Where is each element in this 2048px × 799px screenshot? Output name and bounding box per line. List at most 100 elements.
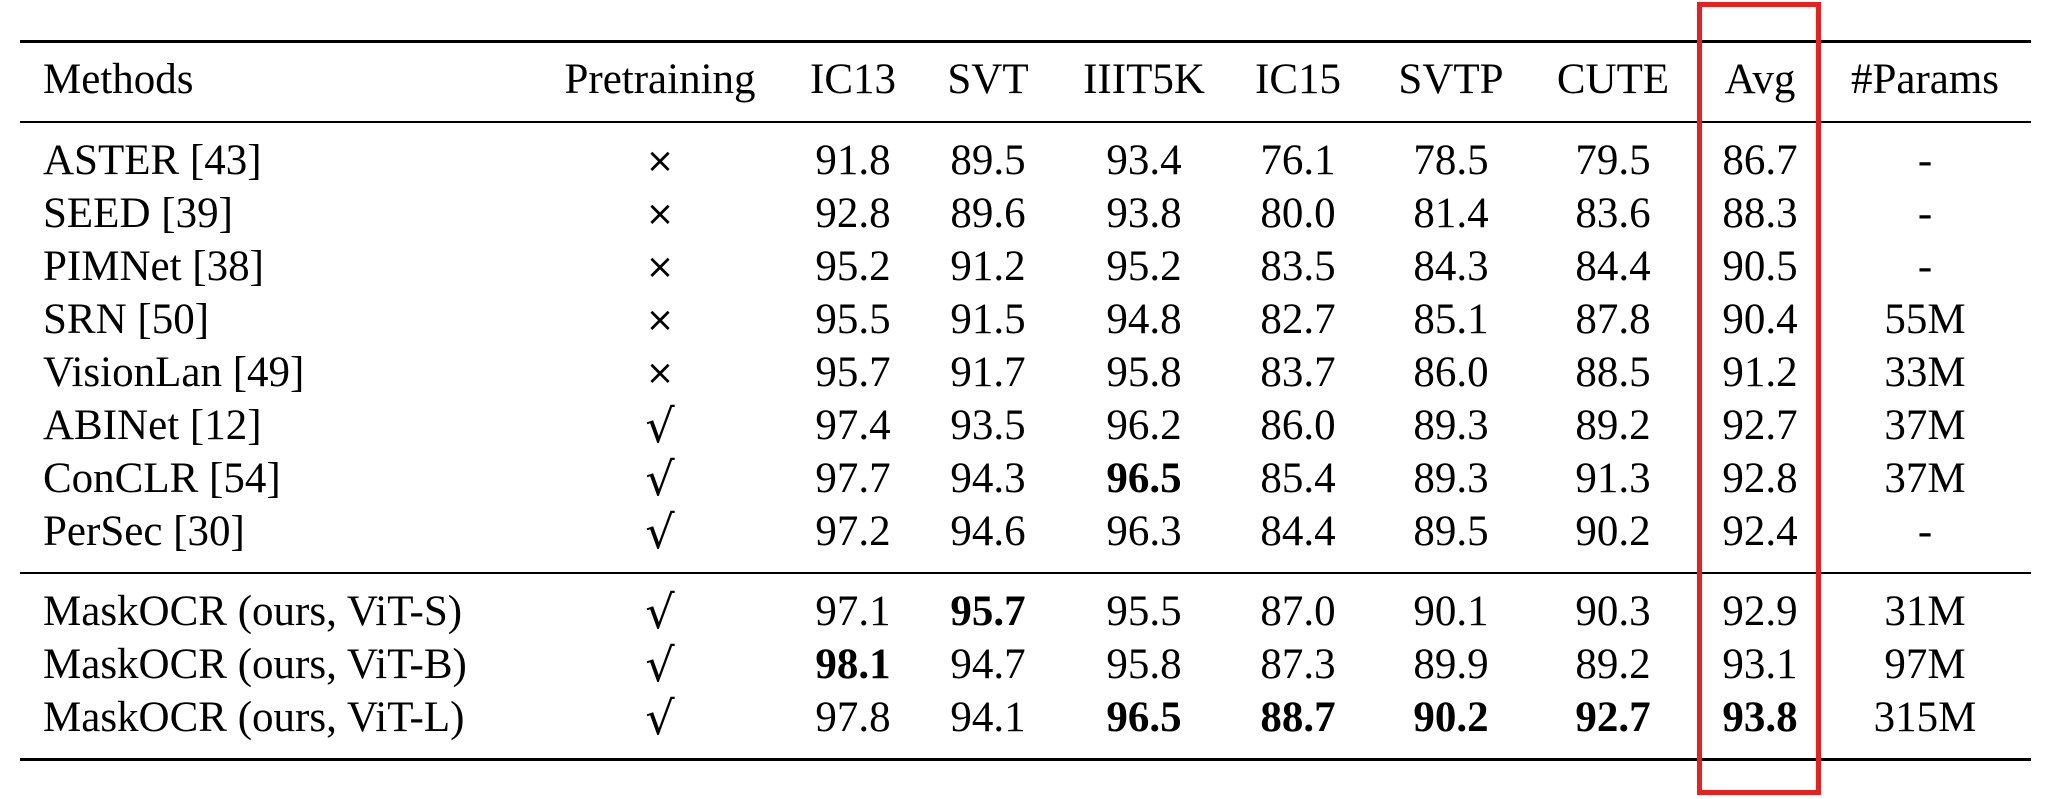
cell-iiit5k: 94.8 bbox=[1106, 296, 1182, 343]
cell-ic15: 80.0 bbox=[1260, 190, 1336, 237]
cell-svt: 95.7 bbox=[950, 588, 1026, 635]
header-svt: SVT bbox=[947, 56, 1029, 103]
checkmark-icon: √ bbox=[645, 638, 675, 692]
cell-avg: 92.9 bbox=[1722, 588, 1798, 635]
cell-avg: 92.4 bbox=[1722, 508, 1798, 555]
cell-svtp: 89.3 bbox=[1413, 455, 1489, 502]
cell-svtp: 89.9 bbox=[1413, 641, 1489, 688]
cell-cute: 92.7 bbox=[1575, 694, 1651, 741]
cell-ic13: 92.8 bbox=[815, 190, 891, 237]
cell-svt: 94.6 bbox=[950, 508, 1026, 555]
row-method-name: PerSec [30] bbox=[43, 508, 245, 555]
cell-params: 55M bbox=[1884, 296, 1966, 343]
cell-params: - bbox=[1917, 190, 1933, 237]
cell-params: 315M bbox=[1873, 694, 1977, 741]
cell-ic15: 86.0 bbox=[1260, 402, 1336, 449]
cell-svtp: 90.2 bbox=[1413, 694, 1489, 741]
cell-params: 37M bbox=[1884, 455, 1966, 502]
cross-icon: × bbox=[645, 194, 675, 234]
checkmark-icon: √ bbox=[645, 691, 675, 745]
cell-ic15: 87.0 bbox=[1260, 588, 1336, 635]
cell-ic15: 85.4 bbox=[1260, 455, 1336, 502]
cell-avg: 93.8 bbox=[1722, 694, 1798, 741]
cell-svtp: 90.1 bbox=[1413, 588, 1489, 635]
cell-svtp: 78.5 bbox=[1413, 137, 1489, 184]
cell-avg: 93.1 bbox=[1722, 641, 1798, 688]
header-methods: Methods bbox=[43, 56, 194, 103]
cell-ic13: 95.7 bbox=[815, 349, 891, 396]
row-method-name: MaskOCR (ours, ViT-L) bbox=[43, 694, 465, 741]
cell-ic13: 97.7 bbox=[815, 455, 891, 502]
cell-avg: 92.7 bbox=[1722, 402, 1798, 449]
cell-cute: 90.2 bbox=[1575, 508, 1651, 555]
table-top-rule bbox=[20, 40, 2031, 43]
cell-avg: 92.8 bbox=[1722, 455, 1798, 502]
cell-ic15: 84.4 bbox=[1260, 508, 1336, 555]
cell-svt: 94.3 bbox=[950, 455, 1026, 502]
row-method-name: SEED [39] bbox=[43, 190, 233, 237]
cell-ic15: 87.3 bbox=[1260, 641, 1336, 688]
cell-svt: 91.2 bbox=[950, 243, 1026, 290]
cross-icon: × bbox=[645, 247, 675, 287]
cell-params: - bbox=[1917, 243, 1933, 290]
cell-cute: 89.2 bbox=[1575, 402, 1651, 449]
cell-ic13: 97.4 bbox=[815, 402, 891, 449]
cell-ic15: 82.7 bbox=[1260, 296, 1336, 343]
cell-svtp: 85.1 bbox=[1413, 296, 1489, 343]
cell-cute: 84.4 bbox=[1575, 243, 1651, 290]
cross-icon: × bbox=[645, 300, 675, 340]
cell-ic13: 95.2 bbox=[815, 243, 891, 290]
row-method-name: ConCLR [54] bbox=[43, 455, 281, 502]
checkmark-icon: √ bbox=[645, 452, 675, 506]
cell-ic13: 97.2 bbox=[815, 508, 891, 555]
cell-cute: 83.6 bbox=[1575, 190, 1651, 237]
header-iiit5k: IIIT5K bbox=[1083, 56, 1205, 103]
cell-iiit5k: 93.4 bbox=[1106, 137, 1182, 184]
row-method-name: MaskOCR (ours, ViT-S) bbox=[43, 588, 463, 635]
cell-svt: 93.5 bbox=[950, 402, 1026, 449]
cell-cute: 91.3 bbox=[1575, 455, 1651, 502]
header-cute: CUTE bbox=[1556, 56, 1670, 103]
row-method-name: VisionLan [49] bbox=[43, 349, 305, 396]
cell-avg: 91.2 bbox=[1722, 349, 1798, 396]
cell-iiit5k: 95.8 bbox=[1106, 641, 1182, 688]
cell-svt: 91.5 bbox=[950, 296, 1026, 343]
cell-params: - bbox=[1917, 137, 1933, 184]
cell-iiit5k: 96.2 bbox=[1106, 402, 1182, 449]
cell-avg: 88.3 bbox=[1722, 190, 1798, 237]
cell-iiit5k: 96.3 bbox=[1106, 508, 1182, 555]
row-method-name: SRN [50] bbox=[43, 296, 210, 343]
cell-svtp: 86.0 bbox=[1413, 349, 1489, 396]
cell-iiit5k: 95.8 bbox=[1106, 349, 1182, 396]
cell-ic13: 97.8 bbox=[815, 694, 891, 741]
header-avg: Avg bbox=[1724, 56, 1796, 103]
cell-svt: 94.7 bbox=[950, 641, 1026, 688]
row-method-name: MaskOCR (ours, ViT-B) bbox=[43, 641, 467, 688]
cell-iiit5k: 96.5 bbox=[1106, 694, 1182, 741]
cell-ic13: 98.1 bbox=[815, 641, 891, 688]
table-bottom-rule bbox=[20, 758, 2031, 761]
header-ic13: IC13 bbox=[810, 56, 896, 103]
row-method-name: ABINet [12] bbox=[43, 402, 262, 449]
cell-svt: 89.5 bbox=[950, 137, 1026, 184]
cell-ic13: 91.8 bbox=[815, 137, 891, 184]
row-method-name: PIMNet [38] bbox=[43, 243, 264, 290]
table-header-rule bbox=[20, 121, 2031, 123]
checkmark-icon: √ bbox=[645, 399, 675, 453]
cell-svtp: 89.5 bbox=[1413, 508, 1489, 555]
checkmark-icon: √ bbox=[645, 505, 675, 559]
cell-cute: 89.2 bbox=[1575, 641, 1651, 688]
cell-params: - bbox=[1917, 508, 1933, 555]
cell-iiit5k: 96.5 bbox=[1106, 455, 1182, 502]
cell-iiit5k: 95.2 bbox=[1106, 243, 1182, 290]
cell-svt: 89.6 bbox=[950, 190, 1026, 237]
cell-ic15: 83.7 bbox=[1260, 349, 1336, 396]
cross-icon: × bbox=[645, 141, 675, 181]
cell-params: 37M bbox=[1884, 402, 1966, 449]
cell-ic13: 97.1 bbox=[815, 588, 891, 635]
cell-cute: 79.5 bbox=[1575, 137, 1651, 184]
cell-svt: 91.7 bbox=[950, 349, 1026, 396]
cell-cute: 88.5 bbox=[1575, 349, 1651, 396]
cell-ic13: 95.5 bbox=[815, 296, 891, 343]
cell-cute: 87.8 bbox=[1575, 296, 1651, 343]
